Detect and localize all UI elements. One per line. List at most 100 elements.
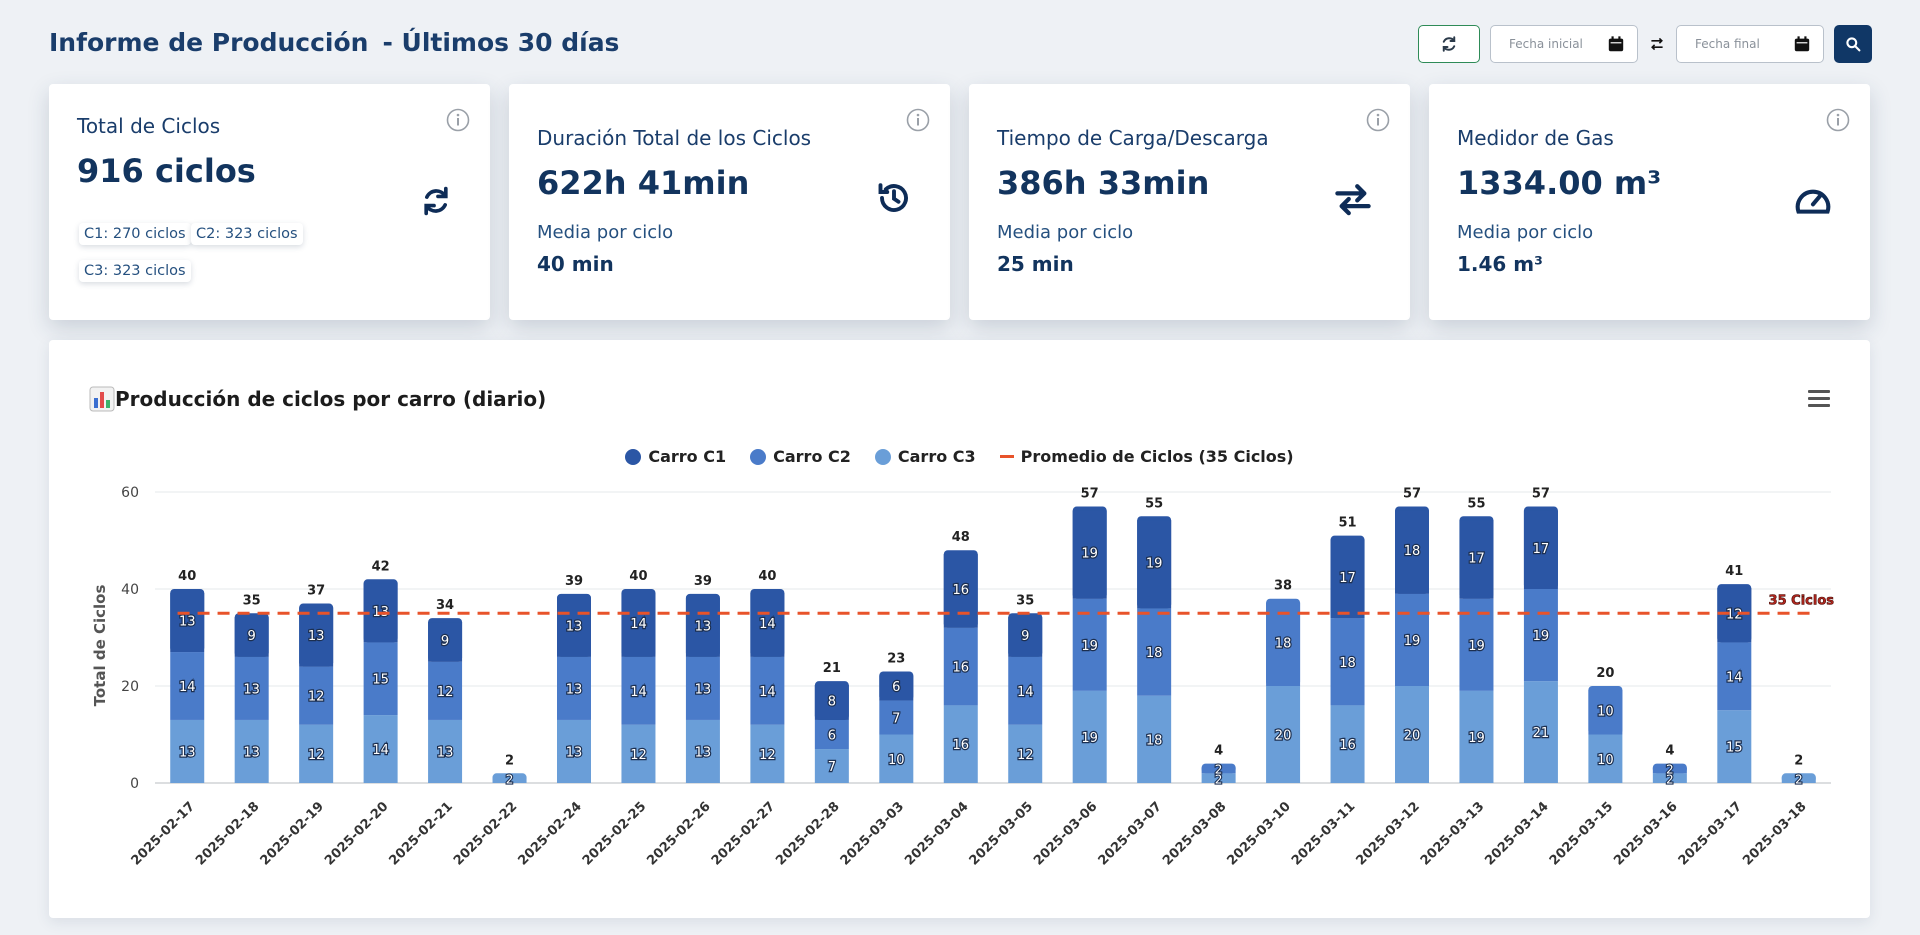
calendar-icon[interactable]: [1793, 35, 1811, 53]
bar-segment: [879, 700, 914, 735]
bar-segment-fill: [879, 675, 914, 701]
page-title-period: - Últimos 30 días: [382, 28, 620, 57]
data-label: 13: [308, 629, 325, 644]
card-sub-label: Media por ciclo: [1457, 222, 1594, 243]
data-label: 13: [566, 682, 583, 697]
bar-segment-fill: [943, 554, 978, 628]
bar-segment: [1137, 695, 1172, 783]
chart-legend: Carro C1 Carro C2 Carro C3 Promedio de C…: [49, 447, 1870, 466]
data-label: 10: [1597, 704, 1614, 719]
legend-item-average[interactable]: Promedio de Ciclos (35 Ciclos): [999, 447, 1294, 466]
chip-c2: C2: 323 ciclos: [191, 223, 303, 245]
bar-segment: [1201, 773, 1236, 783]
data-label: 12: [308, 690, 325, 705]
data-label: 19: [1081, 547, 1098, 562]
bar-segment: [170, 719, 205, 783]
bar-segment: [1330, 618, 1365, 706]
swap-dates-icon[interactable]: [1648, 36, 1666, 52]
legend-label: Promedio de Ciclos (35 Ciclos): [1020, 447, 1294, 466]
data-label: 14: [1017, 685, 1034, 700]
data-label: 18: [1146, 733, 1163, 748]
total-label: 4: [1665, 744, 1674, 759]
data-label: 15: [372, 673, 389, 688]
x-tick-label: 2025-03-06: [1031, 799, 1100, 868]
data-label: 17: [1468, 551, 1485, 566]
calendar-icon[interactable]: [1607, 35, 1625, 53]
data-label: 13: [179, 615, 196, 630]
search-button[interactable]: [1834, 25, 1872, 63]
bar-segment-fill: [1072, 510, 1107, 599]
data-label: 7: [828, 760, 836, 775]
kpi-card-gas-meter: Medidor de Gas 1334.00 m³ Media por cicl…: [1429, 84, 1870, 320]
info-icon[interactable]: [1366, 108, 1390, 132]
total-label: 2: [505, 753, 514, 768]
data-label: 12: [437, 685, 454, 700]
legend-marker: [625, 448, 642, 465]
data-label: 17: [1533, 542, 1550, 557]
info-icon[interactable]: [906, 108, 930, 132]
card-sub-value: 25 min: [997, 252, 1074, 276]
bar-segment-fill: [557, 597, 591, 657]
bar-segment: [1266, 686, 1301, 783]
x-tick-label: 2025-02-21: [386, 799, 455, 868]
bar-segment-fill: [170, 593, 205, 653]
start-date-input[interactable]: [1509, 37, 1601, 51]
chip-c1: C1: 270 ciclos: [79, 223, 191, 245]
data-label: 12: [308, 748, 325, 763]
bar-segment: [557, 656, 591, 720]
data-label: 15: [1726, 741, 1743, 756]
data-label: 13: [243, 745, 260, 760]
bar-segment: [750, 656, 785, 725]
bar-segment-fill: [1137, 520, 1172, 609]
legend-item-c2[interactable]: Carro C2: [750, 447, 851, 466]
bar-segment: [814, 749, 849, 783]
total-label: 41: [1725, 564, 1743, 579]
bar-segment: [621, 724, 656, 783]
data-label: 14: [759, 685, 776, 700]
data-label: 2: [1666, 763, 1674, 777]
card-title: Total de Ciclos: [77, 114, 221, 138]
legend-item-c1[interactable]: Carro C1: [625, 447, 726, 466]
x-tick-label: 2025-02-17: [129, 799, 198, 868]
data-label: 19: [1081, 639, 1098, 654]
bar-segment-fill: [1459, 520, 1494, 599]
bar-segment: [1330, 705, 1365, 783]
x-tick-label: 2025-03-10: [1224, 799, 1293, 868]
data-label: 14: [179, 680, 196, 695]
data-label: 16: [952, 661, 969, 676]
data-label: 9: [248, 629, 256, 644]
bar-segment: [170, 652, 205, 720]
bar-segment: [557, 719, 591, 783]
info-icon[interactable]: [446, 108, 470, 132]
data-label: 16: [952, 583, 969, 598]
refresh-button[interactable]: [1418, 25, 1480, 63]
x-tick-label: 2025-03-08: [1160, 799, 1229, 868]
y-tick-label: 20: [121, 679, 139, 695]
x-tick-label: 2025-02-24: [515, 799, 584, 868]
total-label: 57: [1081, 487, 1099, 502]
bar-segment: [234, 656, 269, 720]
data-label: 18: [1275, 636, 1292, 651]
data-label: 13: [695, 619, 712, 634]
chart-menu-button[interactable]: [1808, 390, 1830, 408]
data-label: 13: [695, 745, 712, 760]
end-date-input[interactable]: [1695, 37, 1787, 51]
start-date-field[interactable]: [1490, 25, 1638, 63]
card-sub-value: 40 min: [537, 252, 614, 276]
bar-segment-fill: [621, 593, 656, 657]
total-label: 2: [1794, 753, 1803, 768]
info-icon[interactable]: [1826, 108, 1850, 132]
x-tick-label: 2025-03-04: [902, 799, 971, 868]
bar-segment: [1008, 656, 1043, 725]
bar-segment: [428, 661, 463, 720]
end-date-field[interactable]: [1676, 25, 1824, 63]
total-label: 20: [1596, 666, 1614, 681]
bar-chart-emoji-icon: [89, 386, 115, 412]
page-header: Informe de Producción - Últimos 30 días: [0, 0, 1920, 86]
bar-segment: [879, 734, 914, 783]
bar-segment-fill: [1330, 539, 1365, 619]
data-label: 2: [1215, 772, 1223, 786]
legend-item-c3[interactable]: Carro C3: [874, 447, 976, 466]
data-label: 14: [630, 685, 647, 700]
card-sub-value: 1.46 m³: [1457, 252, 1543, 276]
